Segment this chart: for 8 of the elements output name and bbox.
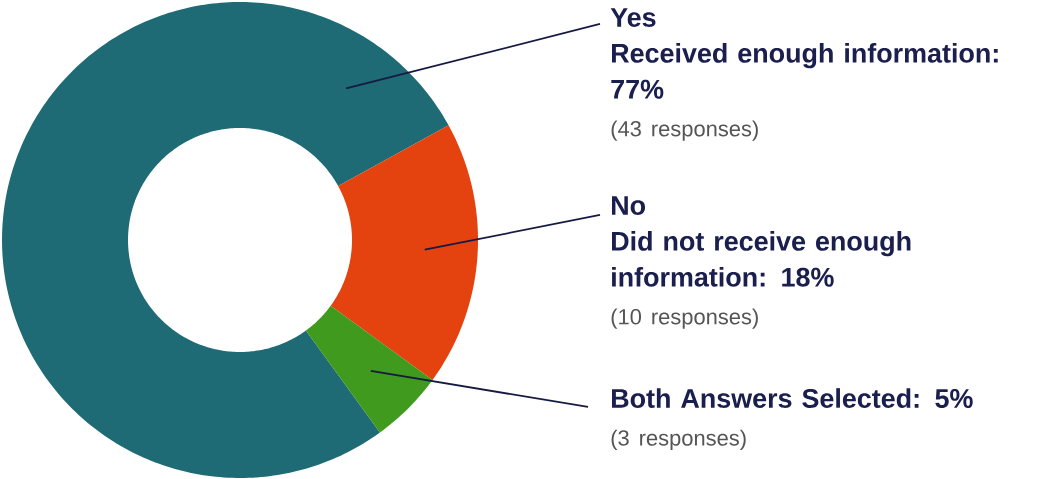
text: (10 responses) (611, 308, 758, 329)
slice-label: Yes (610, 8, 656, 27)
data-label: Did not receive enough information: 18% (612, 231, 911, 287)
data-label: Both Answers Selected: 5% (612, 388, 973, 408)
slice-label: No (612, 196, 646, 215)
text: (43 responses) (611, 120, 758, 141)
text: (3 responses) (611, 429, 746, 451)
data-label: Received enough information: 77% (611, 43, 998, 99)
